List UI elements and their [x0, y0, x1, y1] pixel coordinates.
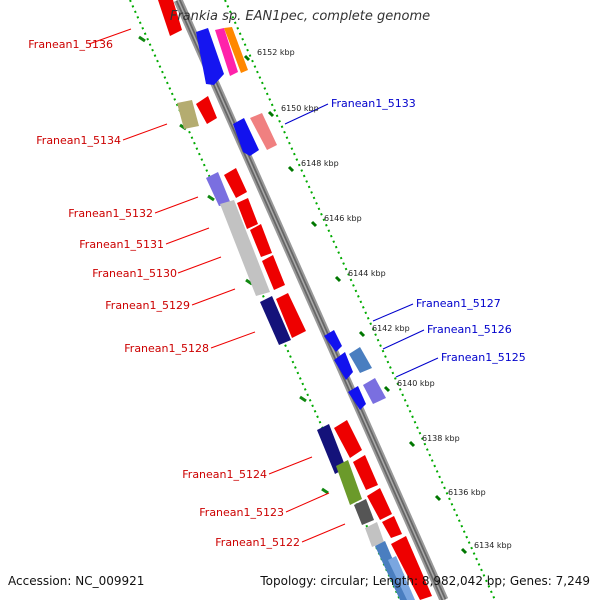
scale-tick: [310, 220, 318, 228]
gene-arrow: [367, 488, 392, 520]
scale-tick: [243, 54, 251, 62]
left-gene-label: Franean1_5122: [215, 536, 300, 549]
gene-arrow: [353, 455, 378, 490]
left-gene-label: Franean1_5123: [199, 506, 284, 519]
gene-arrow: [260, 296, 291, 345]
scale-tick-label: 6150 kbp: [281, 104, 319, 113]
gene-arrow: [334, 420, 362, 458]
outer-guide-right: [224, 0, 496, 601]
gene-arrow: [336, 460, 362, 505]
gene-arrow: [250, 113, 277, 150]
gene-arrow: [177, 100, 199, 129]
accession-text: Accession: NC_009921: [8, 574, 145, 588]
gene-arrow: [237, 198, 258, 229]
scale-ticks: [243, 54, 468, 555]
gene-arrow: [324, 330, 342, 352]
gene-features: [158, 0, 432, 600]
right-gene-label: Franean1_5127: [416, 297, 501, 310]
gene-arrow: [215, 28, 238, 76]
right-gene-label: Franean1_5126: [427, 323, 512, 336]
scale-tick: [383, 385, 391, 393]
right-leader-lines: [284, 103, 439, 378]
scale-tick-label: 6152 kbp: [257, 48, 295, 57]
gene-arrow: [334, 352, 353, 380]
gene-arrow: [262, 255, 285, 290]
scale-tick-label: 6140 kbp: [397, 379, 435, 388]
left-gene-label: Franean1_5128: [124, 342, 209, 355]
gene-arrow: [365, 522, 384, 547]
scale-tick-label: 6148 kbp: [301, 159, 339, 168]
right-gene-label: Franean1_5133: [331, 97, 416, 110]
scale-tick: [358, 330, 366, 338]
scale-tick-label: 6144 kbp: [348, 269, 386, 278]
scale-tick: [408, 440, 416, 448]
gene-arrow: [224, 27, 248, 73]
gene-arrow: [388, 556, 415, 600]
gene-arrow: [276, 293, 306, 338]
right-gene-label: Franean1_5125: [441, 351, 526, 364]
scale-tick-label: 6142 kbp: [372, 324, 410, 333]
scale-tick: [334, 275, 342, 283]
gene-arrow: [391, 536, 432, 600]
gene-arrow: [196, 28, 224, 85]
left-gene-label: Franean1_5124: [182, 468, 267, 481]
map-title: Frankia sp. EAN1pec, complete genome: [169, 9, 431, 24]
scale-tick-label: 6146 kbp: [324, 214, 362, 223]
scale-tick-label: 6138 kbp: [422, 434, 460, 443]
gene-arrow: [206, 172, 231, 206]
gene-arrow: [220, 200, 270, 296]
scale-tick-labels: 6152 kbp 6150 kbp 6148 kbp 6146 kbp 6144 kbp…: [257, 48, 512, 550]
gene-arrow: [317, 424, 346, 474]
scale-tick: [460, 547, 468, 555]
gene-arrow: [233, 118, 259, 156]
left-gene-label: Franean1_5131: [79, 238, 164, 251]
scale-tick-label: 6136 kbp: [448, 488, 486, 497]
gene-arrow: [382, 516, 402, 538]
scale-tick: [267, 110, 275, 118]
gene-arrow: [363, 378, 386, 404]
scale-tick: [434, 494, 442, 502]
gene-arrow: [349, 347, 372, 373]
genome-summary-text: Topology: circular; Length: 8,982,042 bp…: [260, 574, 590, 588]
gene-arrow: [158, 0, 182, 36]
left-gene-label: Franean1_5130: [92, 267, 177, 280]
gene-arrow: [250, 224, 272, 257]
genome-backbone: [173, 0, 449, 602]
gene-arrow: [224, 168, 247, 198]
left-gene-label: Franean1_5136: [28, 38, 113, 51]
gene-arrow: [354, 499, 374, 525]
scale-tick-label: 6134 kbp: [474, 541, 512, 550]
outer-guide-left: [129, 0, 401, 601]
left-gene-label: Franean1_5132: [68, 207, 153, 220]
scale-tick: [287, 165, 295, 173]
left-gene-label: Franean1_5129: [105, 299, 190, 312]
left-gene-label: Franean1_5134: [36, 134, 121, 147]
right-gene-labels: Franean1_5133 Franean1_5127 Franean1_5126 F…: [331, 97, 526, 364]
gene-arrow: [348, 386, 366, 410]
left-leader-lines: [88, 28, 346, 543]
left-gene-labels: Franean1_5136 Franean1_5134 Franean1_5132 F…: [28, 38, 300, 549]
gene-arrow: [196, 96, 217, 124]
